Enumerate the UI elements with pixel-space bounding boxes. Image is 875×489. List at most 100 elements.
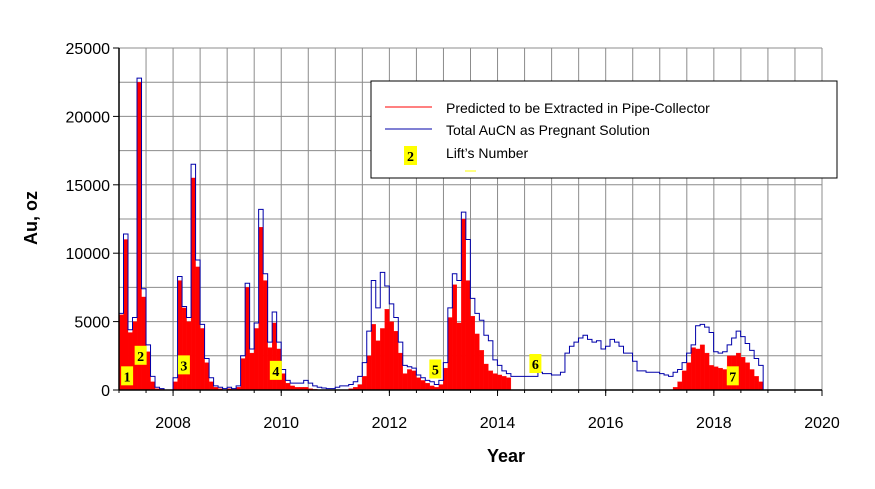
extracted-bar: [438, 384, 444, 391]
legend-label-extracted: Predicted to be Extracted in Pipe-Collec…: [446, 100, 710, 116]
lift-marker: [726, 366, 739, 386]
lift-label: 6: [532, 358, 539, 373]
extracted-bar: [470, 315, 476, 391]
y-tick-label: 20000: [66, 109, 111, 126]
extracted-bar: [398, 352, 403, 391]
lift-marker: [529, 354, 542, 374]
extracted-bar: [708, 365, 714, 391]
extracted-bar: [465, 280, 471, 391]
extracted-bar: [402, 373, 408, 391]
lift-marker: [121, 366, 134, 386]
legend-label-lift-number: Lift’s Number: [446, 145, 529, 161]
extracted-bar: [285, 383, 291, 391]
lift-label: 5: [432, 363, 439, 378]
extracted-bar: [407, 369, 412, 391]
extracted-bar: [713, 366, 719, 391]
extracted-bar: [690, 347, 696, 391]
y-tick-label: 10000: [66, 246, 111, 263]
extracted-bar: [456, 322, 462, 391]
lift-label: 1: [124, 370, 131, 385]
extracted-bar: [461, 218, 467, 391]
extracted-bar: [136, 82, 142, 391]
extracted-bar: [677, 381, 683, 391]
lift-number-labels: 12 3 4 5 6 7: [121, 345, 739, 386]
extracted-bar: [479, 350, 485, 391]
extracted-bar: [389, 321, 394, 391]
extracted-bar: [199, 328, 205, 391]
extracted-bar: [190, 177, 196, 391]
y-tick-label: 15000: [66, 178, 111, 195]
extracted-bar: [357, 384, 363, 391]
extracted-bar: [452, 284, 457, 391]
extracted-bar: [244, 287, 250, 391]
extracted-bar: [281, 373, 286, 391]
lift-marker: [134, 345, 147, 365]
extracted-bar: [411, 370, 417, 391]
extracted-bar: [380, 328, 385, 391]
extracted-bar: [150, 381, 156, 391]
extracted-bar: [717, 367, 723, 391]
extracted-bar: [506, 377, 512, 391]
axes: 0 5000 10000 15000 20000 25000 2008 2010 2012 201…: [66, 41, 840, 432]
extracted-bar: [695, 348, 701, 391]
extracted-bar: [393, 331, 399, 391]
lift-label: 4: [272, 365, 279, 380]
lift-marker: [269, 360, 282, 380]
lift-label: 2: [137, 350, 144, 365]
extracted-bar: [208, 381, 214, 391]
extracted-bar: [262, 280, 268, 391]
extracted-bar: [258, 227, 264, 391]
extracted-bar: [447, 317, 453, 391]
y-tick-label: 25000: [66, 41, 111, 58]
extracted-bar: [249, 352, 255, 391]
x-tick-label: 2014: [480, 415, 516, 432]
extracted-bar: [425, 383, 430, 391]
extracted-bar: [420, 380, 426, 391]
extracted-bar: [474, 333, 480, 391]
lift-marker: [429, 359, 442, 379]
x-tick-label: 2012: [372, 415, 408, 432]
x-tick-label: 2018: [696, 415, 732, 432]
x-tick-label: 2010: [263, 415, 299, 432]
extracted-bar: [145, 351, 151, 391]
extracted-bar: [416, 377, 421, 391]
extracted-bar: [699, 344, 705, 391]
pregnant-solution-line: [118, 77, 764, 391]
extracted-bar: [681, 370, 687, 391]
lift-label: 3: [180, 359, 187, 374]
extracted-bar: [375, 340, 381, 391]
x-tick-label: 2016: [588, 415, 624, 432]
extracted-bar: [172, 381, 178, 391]
extracted-bar: [686, 362, 692, 391]
extracted-bar: [366, 355, 372, 391]
extracted-bar: [204, 362, 210, 391]
extracted-bar: [740, 357, 746, 391]
extracted-bar: [744, 362, 750, 391]
extracted-bar: [483, 363, 489, 391]
legend-swatch-lift-number: [404, 146, 417, 165]
extracted-bar: [758, 381, 764, 391]
x-tick-label: 2008: [155, 415, 191, 432]
lift-marker: [177, 355, 190, 375]
extracted-bar: [253, 328, 259, 391]
legend: Predicted to be Extracted in Pipe-Collec…: [370, 80, 838, 179]
extracted-bar: [195, 266, 201, 391]
extracted-bar: [181, 307, 187, 391]
y-tick-label: 5000: [74, 315, 110, 332]
extracted-bar: [384, 309, 390, 391]
extracted-bar: [488, 370, 494, 391]
extracted-bar: [722, 369, 728, 391]
extracted-bar: [371, 324, 376, 391]
extracted-bar: [141, 296, 147, 391]
x-axis-title: Year: [487, 446, 525, 466]
extracted-bar: [272, 322, 277, 391]
y-axis-title: Au, oz: [21, 191, 41, 245]
extracted-bar: [240, 358, 246, 391]
extracted-bar: [492, 373, 498, 391]
y-tick-label: 0: [101, 383, 110, 400]
legend-lift-symbol: 2: [407, 150, 414, 165]
extracted-bar: [753, 376, 759, 391]
extracted-bar: [501, 376, 507, 391]
extracted-bar: [443, 367, 448, 391]
